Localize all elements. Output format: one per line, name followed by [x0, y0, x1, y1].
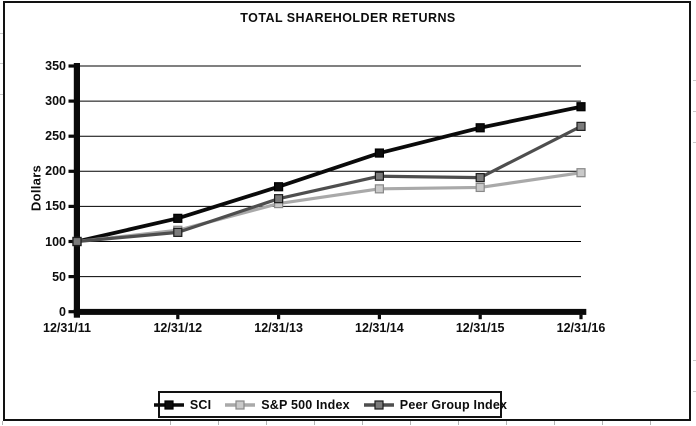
- series-line-s-p-500-index: [76, 171, 582, 244]
- scan-artifact-tick: [693, 80, 696, 81]
- scan-artifact-tick: [602, 421, 603, 425]
- legend-label: SCI: [189, 397, 212, 412]
- x-axis-tick: [176, 314, 180, 320]
- x-axis-tick: [478, 314, 482, 320]
- scan-artifact-tick: [693, 360, 696, 361]
- y-axis-tick: [68, 275, 74, 279]
- scan-artifact-tick: [362, 421, 363, 425]
- x-tick-label: 12/31/11: [43, 321, 91, 335]
- data-point-marker: [72, 236, 82, 247]
- scan-artifact-tick: [693, 111, 696, 112]
- y-axis-tick: [68, 134, 74, 138]
- x-axis-line: [73, 308, 587, 315]
- scan-artifact-tick: [693, 391, 696, 392]
- legend-item: SCI: [153, 398, 211, 412]
- data-point-marker: [576, 168, 586, 178]
- legend-marker-sample: [363, 399, 394, 410]
- data-point-marker: [576, 102, 586, 112]
- y-tick-label: 200: [45, 164, 66, 179]
- series-line-sci: [76, 104, 582, 244]
- scan-artifact-tick: [0, 94, 3, 95]
- x-tick-label: 12/31/13: [254, 321, 303, 335]
- legend: SCI S&P 500 Index Peer Group Index: [153, 391, 507, 418]
- y-tick-label: 50: [52, 269, 66, 284]
- y-axis-tick: [68, 64, 74, 68]
- legend-marker-sample: [153, 399, 184, 410]
- x-axis-tick: [579, 314, 583, 320]
- y-axis-tick: [68, 99, 74, 103]
- scan-artifact-tick: [218, 421, 219, 425]
- data-point-marker: [274, 194, 284, 204]
- series-line-peer-group-index: [76, 124, 582, 244]
- scan-artifact-tick: [170, 421, 171, 425]
- scan-artifact-tick: [410, 421, 411, 425]
- scan-artifact-tick: [0, 33, 3, 34]
- legend-label: Peer Group Index: [399, 397, 508, 412]
- x-axis-tick: [377, 314, 381, 320]
- y-tick-label: 0: [59, 304, 66, 319]
- x-axis-tick: [277, 314, 281, 320]
- y-axis-tick: [68, 169, 74, 173]
- y-axis-tick: [68, 239, 74, 244]
- legend-label: S&P 500 Index: [261, 397, 350, 412]
- y-tick-label: 300: [45, 94, 66, 109]
- data-point-marker: [173, 213, 183, 223]
- x-tick-label: 12/31/16: [556, 321, 606, 335]
- y-axis-tick: [68, 204, 74, 208]
- scan-artifact-tick: [2, 421, 3, 425]
- data-point-marker: [576, 121, 586, 131]
- scan-artifact-tick: [506, 421, 507, 425]
- chart-title: TOTAL SHAREHOLDER RETURNS: [240, 11, 456, 25]
- scan-artifact-tick: [266, 421, 267, 425]
- legend-item: Peer Group Index: [363, 398, 507, 412]
- scan-artifact-tick: [693, 142, 696, 143]
- scan-artifact-tick: [554, 421, 555, 425]
- y-axis-line: [73, 63, 80, 318]
- y-axis-tick: [68, 310, 74, 314]
- x-tick-label: 12/31/15: [455, 321, 505, 335]
- y-tick-label: 150: [45, 199, 66, 214]
- data-point-marker: [475, 123, 485, 133]
- data-point-marker: [274, 182, 284, 192]
- y-tick-label: 100: [45, 234, 66, 249]
- data-point-marker: [173, 227, 183, 237]
- data-point-marker: [475, 173, 485, 183]
- x-tick-label: 12/31/14: [355, 321, 404, 335]
- data-point-marker: [475, 182, 485, 193]
- legend-marker-sample: [225, 399, 256, 410]
- scan-artifact-tick: [0, 63, 3, 64]
- data-point-marker: [374, 184, 384, 194]
- y-tick-label: 350: [45, 59, 66, 73]
- x-tick-label: 12/31/12: [153, 321, 203, 335]
- legend-item: S&P 500 Index: [224, 398, 350, 412]
- data-point-marker: [374, 171, 384, 181]
- y-tick-label: 250: [45, 129, 66, 144]
- data-point-marker: [374, 148, 384, 158]
- scan-artifact-tick: [458, 421, 459, 425]
- scan-artifact-tick: [314, 421, 315, 425]
- scan-artifact-tick: [650, 421, 651, 425]
